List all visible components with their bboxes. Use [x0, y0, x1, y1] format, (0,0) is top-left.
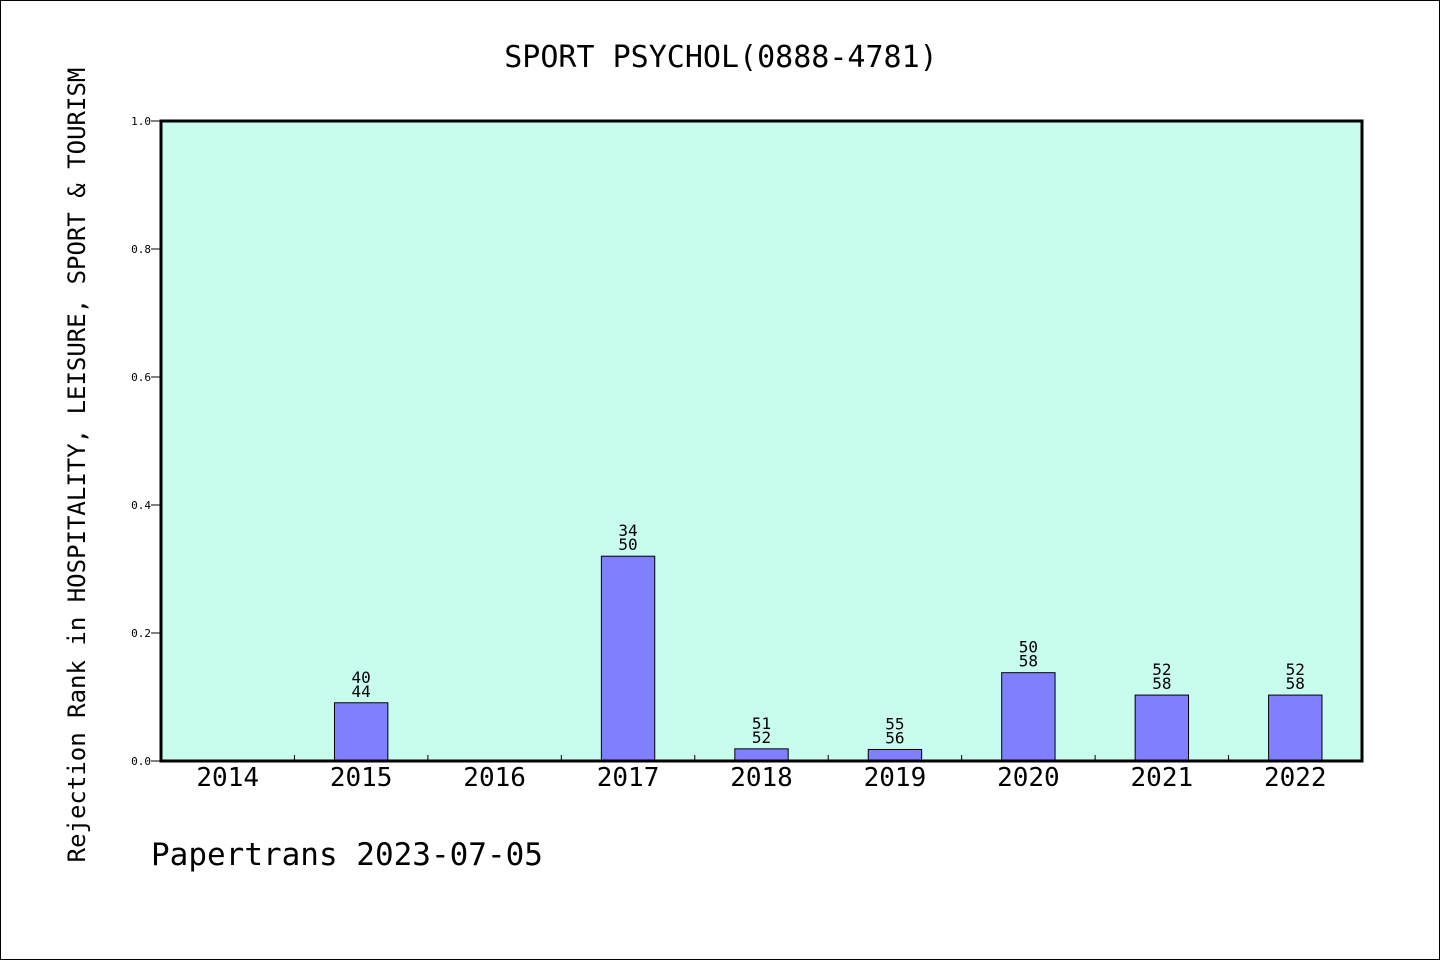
plot-border	[159, 119, 1364, 763]
x-tick-label: 2022	[1264, 763, 1327, 793]
x-tick-label: 2016	[463, 763, 526, 793]
bar-label-total: 58	[1152, 674, 1171, 693]
y-axis-label: Rejection Rank in HOSPITALITY, LEISURE, …	[63, 68, 91, 863]
footer-credit: Papertrans 2023-07-05	[151, 837, 543, 873]
x-tick-label: 2019	[864, 763, 927, 793]
y-tick-label: 0.6	[131, 371, 151, 384]
x-tick-label: 2017	[597, 763, 660, 793]
x-axis-ticks: 2014 2015 2016 2017 2018 2019 2020 2021 2022	[196, 755, 1327, 793]
y-tick-label: 0.2	[131, 627, 151, 640]
x-tick-label: 2014	[196, 763, 259, 793]
bar-label-total: 50	[618, 535, 637, 554]
bar-label-rank: 55	[885, 714, 904, 733]
bar-label-rank: 50	[1019, 638, 1038, 657]
bar-label-total: 52	[752, 728, 771, 747]
bar-label-total: 58	[1019, 652, 1038, 671]
chart-title: SPORT PSYCHOL(0888-4781)	[504, 40, 937, 75]
bar-2017	[600, 555, 656, 762]
bars	[333, 555, 1323, 762]
x-tick-label: 2018	[730, 763, 793, 793]
bar-label-total: 44	[352, 682, 371, 701]
y-tick-label: 0.4	[131, 499, 151, 512]
bar-2022	[1268, 694, 1323, 762]
x-tick-label: 2015	[330, 763, 393, 793]
bar-label-total: 58	[1286, 674, 1305, 693]
bar-2018	[734, 748, 789, 762]
bar-label-rank: 52	[1286, 660, 1305, 679]
y-tick-label: 0.8	[131, 243, 151, 256]
y-tick-label: 1.0	[131, 115, 151, 128]
y-axis-ticks: 0.0 0.2 0.4 0.6 0.8 1.0	[131, 115, 161, 768]
bar-2019	[867, 748, 923, 762]
plot-area	[161, 121, 1362, 761]
bar-label-total: 56	[885, 728, 904, 747]
bar-label-rank: 40	[352, 668, 371, 687]
x-tick-label: 2021	[1131, 763, 1194, 793]
bar-2015	[333, 702, 389, 762]
bar-label-rank: 51	[752, 714, 771, 733]
bar-2020	[1001, 672, 1056, 762]
x-tick-label: 2020	[997, 763, 1060, 793]
bar-label-rank: 52	[1152, 660, 1171, 679]
y-tick-label: 0.0	[131, 755, 151, 768]
bar-label-rank: 34	[618, 521, 637, 540]
bar-2021	[1134, 694, 1190, 762]
